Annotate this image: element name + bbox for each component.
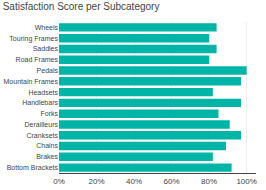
svg-text:100%: 100% xyxy=(236,177,256,186)
svg-text:Forks: Forks xyxy=(41,110,59,117)
svg-text:Wheels: Wheels xyxy=(35,24,59,31)
svg-text:40%: 40% xyxy=(126,177,142,186)
svg-text:80%: 80% xyxy=(201,177,217,186)
svg-text:Road Frames: Road Frames xyxy=(16,56,59,63)
svg-text:20%: 20% xyxy=(89,177,105,186)
svg-text:Derailleurs: Derailleurs xyxy=(25,121,59,128)
svg-text:Headsets: Headsets xyxy=(28,89,58,96)
svg-text:Pedals: Pedals xyxy=(37,67,59,74)
svg-text:Chains: Chains xyxy=(36,142,58,149)
svg-text:Touring Frames: Touring Frames xyxy=(9,35,58,43)
svg-text:Bottom Brackets: Bottom Brackets xyxy=(7,164,59,171)
svg-text:60%: 60% xyxy=(164,177,180,186)
svg-text:Saddles: Saddles xyxy=(33,45,59,52)
svg-text:Satisfaction Score per Subcate: Satisfaction Score per Subcategory xyxy=(3,1,160,12)
svg-text:Cranksets: Cranksets xyxy=(26,132,58,139)
svg-text:Brakes: Brakes xyxy=(36,153,58,160)
svg-text:0%: 0% xyxy=(53,177,65,186)
svg-text:Mountain Frames: Mountain Frames xyxy=(4,78,59,85)
svg-text:Handlebars: Handlebars xyxy=(22,99,58,106)
